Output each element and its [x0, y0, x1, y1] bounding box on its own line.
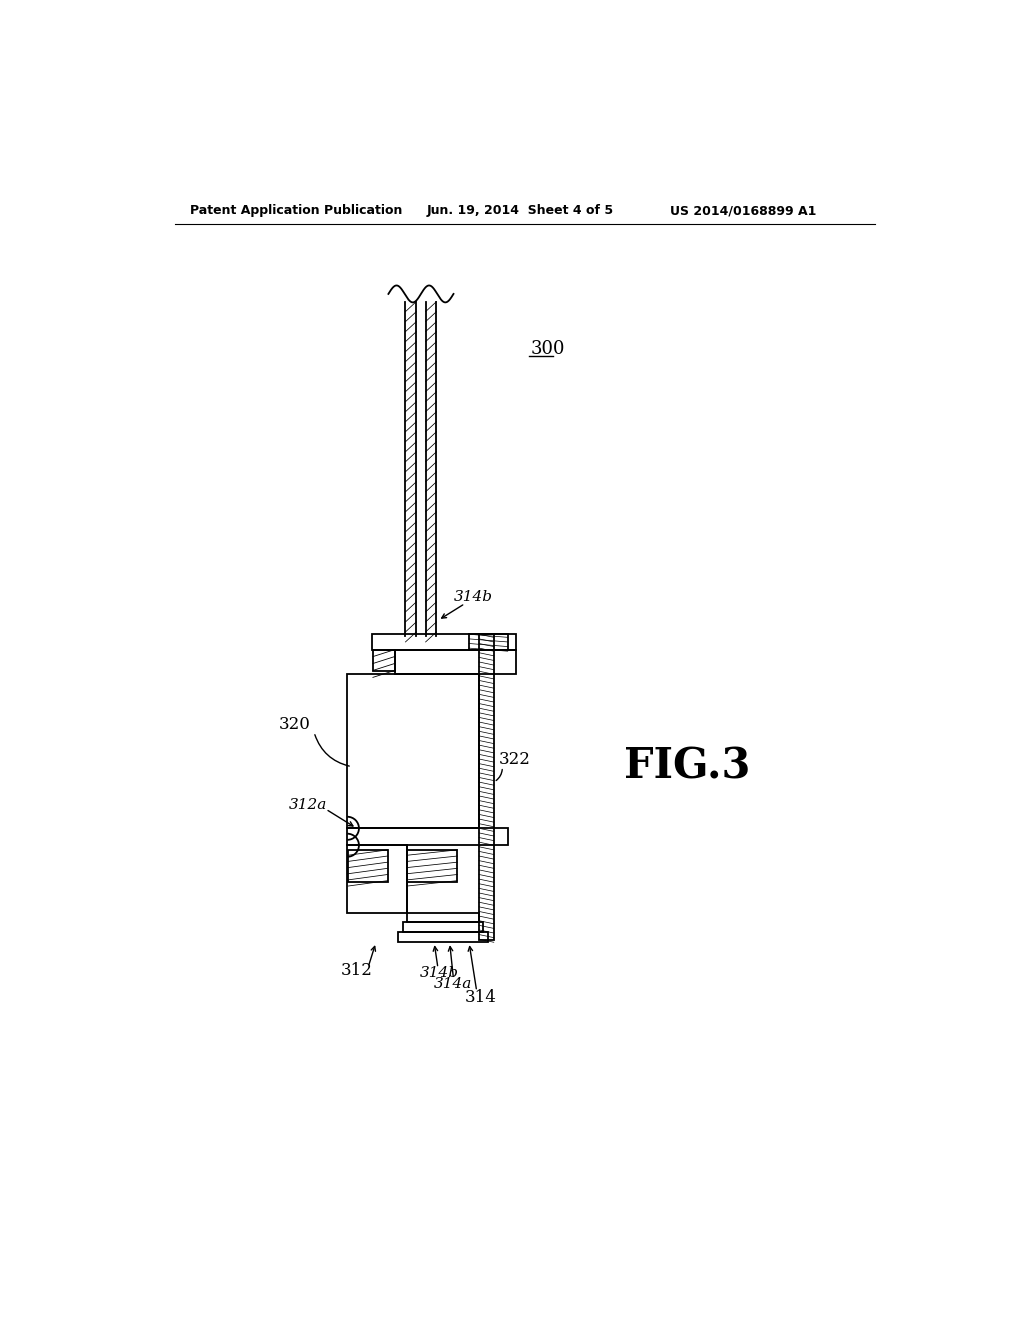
Bar — [347, 845, 407, 913]
Text: 314b: 314b — [420, 966, 459, 979]
Bar — [469, 635, 508, 649]
Text: 314b: 314b — [454, 590, 493, 605]
Text: 322: 322 — [499, 751, 530, 767]
Text: 320: 320 — [280, 715, 311, 733]
Text: 312a: 312a — [289, 799, 327, 812]
Text: 312: 312 — [341, 962, 373, 979]
Bar — [397, 932, 488, 942]
Text: Jun. 19, 2014  Sheet 4 of 5: Jun. 19, 2014 Sheet 4 of 5 — [426, 205, 613, 218]
Text: 300: 300 — [531, 341, 565, 358]
Bar — [347, 829, 508, 845]
Text: 314a: 314a — [434, 977, 472, 991]
Bar — [372, 635, 515, 649]
Bar — [395, 649, 515, 675]
Text: FIG.3: FIG.3 — [624, 746, 751, 788]
Bar — [403, 923, 483, 932]
Bar — [347, 675, 479, 829]
Text: Patent Application Publication: Patent Application Publication — [190, 205, 402, 218]
Text: 314: 314 — [465, 989, 497, 1006]
Bar — [348, 850, 388, 882]
Bar — [407, 913, 479, 923]
Bar — [407, 850, 458, 882]
Bar — [373, 649, 394, 671]
Text: US 2014/0168899 A1: US 2014/0168899 A1 — [671, 205, 817, 218]
Bar — [479, 635, 494, 940]
